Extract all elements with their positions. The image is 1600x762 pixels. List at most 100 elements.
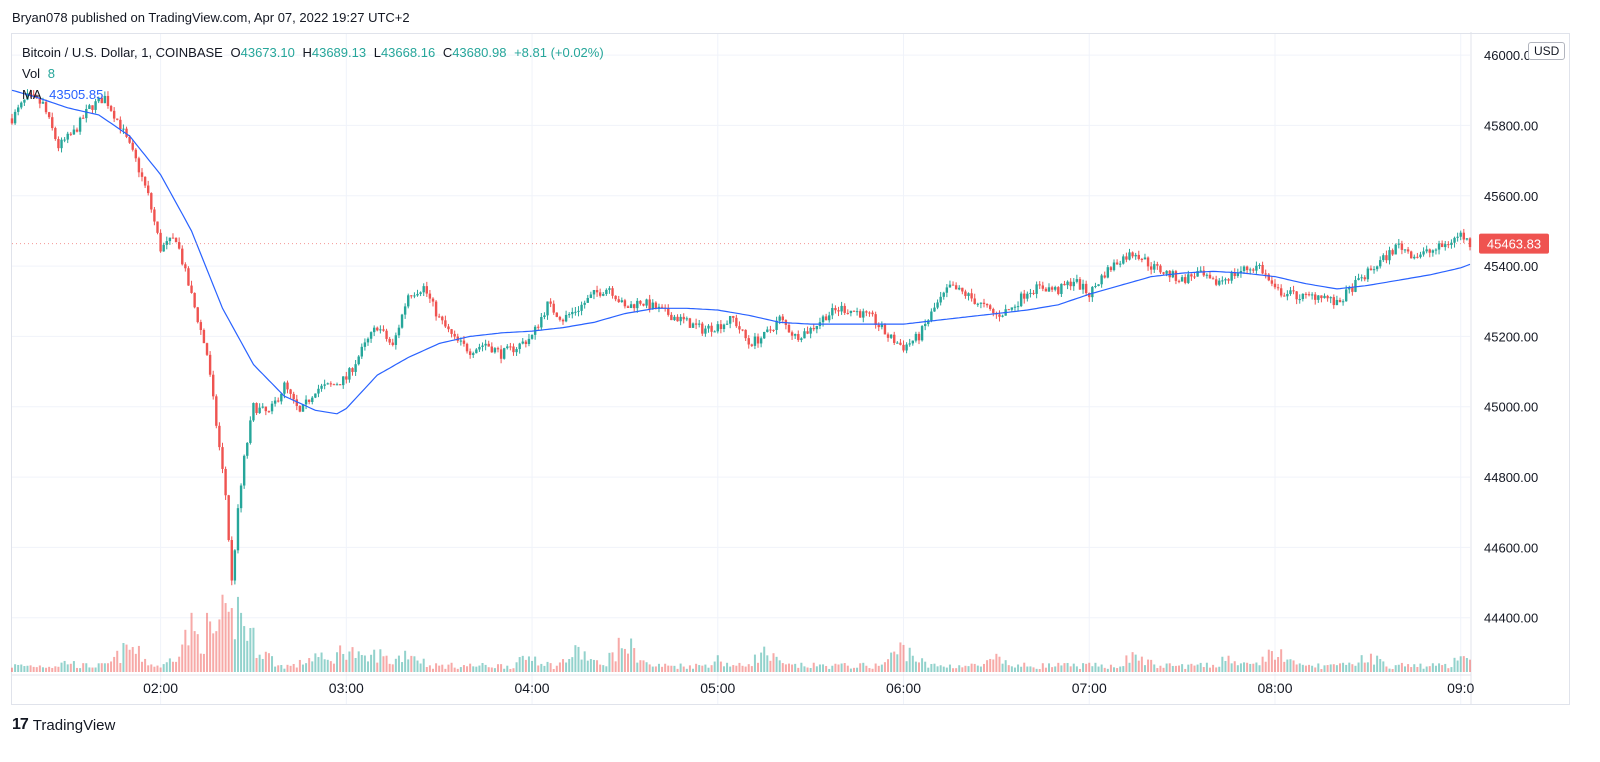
volume-legend[interactable]: Vol 8 <box>22 66 59 81</box>
candle-body <box>499 349 503 359</box>
volume-bar <box>493 668 496 672</box>
candle-body <box>942 292 945 297</box>
volume-bar <box>252 627 255 672</box>
volume-bar <box>1150 659 1153 672</box>
volume-bar <box>1072 663 1075 672</box>
volume-bar <box>964 665 967 672</box>
volume-bar <box>1376 655 1379 672</box>
volume-bar <box>475 666 478 672</box>
candle-body <box>623 300 627 307</box>
volume-bar <box>1094 662 1097 672</box>
volume-bar <box>168 658 171 672</box>
volume-bar <box>462 665 465 672</box>
volume-bar <box>874 663 877 672</box>
volume-bar <box>611 652 614 672</box>
tradingview-brand[interactable]: 17 TradingView <box>12 716 115 734</box>
candle-body <box>1143 257 1147 260</box>
volume-bar <box>1171 665 1174 672</box>
candle-body <box>1301 293 1305 300</box>
volume-bar <box>267 653 270 672</box>
volume-bar <box>818 664 821 672</box>
candle-body <box>88 105 91 109</box>
volume-bar <box>633 648 636 672</box>
candle-body <box>877 324 880 328</box>
volume-bar <box>1051 667 1054 672</box>
volume-bar <box>243 626 246 672</box>
candle-body <box>1081 283 1085 290</box>
volume-bar <box>967 666 970 672</box>
volume-bar <box>1017 664 1020 672</box>
volume-bar <box>360 654 363 672</box>
candle-body <box>496 348 500 350</box>
volume-bar <box>370 654 373 672</box>
volume-bar <box>280 665 283 672</box>
candle-body <box>698 323 701 325</box>
volume-bar <box>221 594 224 672</box>
candle-body <box>1249 269 1252 271</box>
volume-label: Vol <box>22 66 41 81</box>
candle-body <box>348 368 351 380</box>
candle-body <box>450 329 453 334</box>
volume-bar <box>614 661 617 672</box>
volume-bar <box>1385 666 1388 672</box>
candle-body <box>1413 256 1416 259</box>
volume-bar <box>986 660 989 672</box>
x-tick-label: 04:00 <box>515 680 550 696</box>
volume-bar <box>1422 668 1425 672</box>
candle-body <box>868 312 871 314</box>
y-tick-label: 44400.00 <box>1484 611 1538 626</box>
symbol-title[interactable]: Bitcoin / U.S. Dollar, 1, COINBASE <box>22 45 223 60</box>
candle-body <box>521 341 524 344</box>
candle-body <box>852 310 856 312</box>
volume-bar <box>1044 667 1047 672</box>
ma-legend[interactable]: MA 43505.85 <box>22 87 107 102</box>
candle-body <box>490 346 494 353</box>
candle-body <box>1137 254 1140 259</box>
candle-body <box>1332 297 1335 306</box>
y-tick-label: 45600.00 <box>1484 189 1538 204</box>
candle-body <box>1459 232 1462 237</box>
volume-bar <box>66 664 69 672</box>
candle-body <box>1131 252 1134 257</box>
volume-bar <box>456 668 459 672</box>
currency-button[interactable]: USD <box>1528 42 1566 60</box>
candle-body <box>468 351 472 355</box>
candle-body <box>1224 279 1227 281</box>
volume-bar <box>190 612 193 672</box>
volume-bar <box>1116 668 1119 672</box>
volume-bar <box>175 661 178 672</box>
candle-body <box>273 400 277 404</box>
candle-body <box>756 336 760 344</box>
candle-body <box>171 237 175 239</box>
volume-bar <box>887 659 890 672</box>
volume-bar <box>571 657 574 672</box>
candle-body <box>122 128 125 130</box>
candle-body <box>298 405 302 412</box>
candle-body <box>886 334 890 338</box>
volume-bar <box>1348 662 1351 672</box>
volume-value: 8 <box>47 66 55 81</box>
volume-bar <box>1026 666 1029 672</box>
candle-body <box>413 295 416 297</box>
candle-body <box>753 336 757 346</box>
volume-bar <box>128 649 131 672</box>
volume-bar <box>1428 666 1431 672</box>
candle-body <box>602 294 605 296</box>
volume-bar <box>998 656 1001 672</box>
candle-body <box>286 382 289 390</box>
candle-body <box>153 209 156 222</box>
candle-body <box>428 293 432 299</box>
volume-bar <box>726 662 729 672</box>
volume-bar <box>1354 665 1357 672</box>
candle-body <box>199 322 203 331</box>
volume-bar <box>664 663 667 672</box>
volume-bar <box>404 650 407 672</box>
candle-body <box>147 185 150 194</box>
volume-bar <box>366 661 369 672</box>
volume-bar <box>639 660 642 672</box>
candle-body <box>633 304 636 309</box>
volume-bar <box>537 665 540 672</box>
volume-bar <box>224 603 227 672</box>
candle-body <box>685 318 689 320</box>
